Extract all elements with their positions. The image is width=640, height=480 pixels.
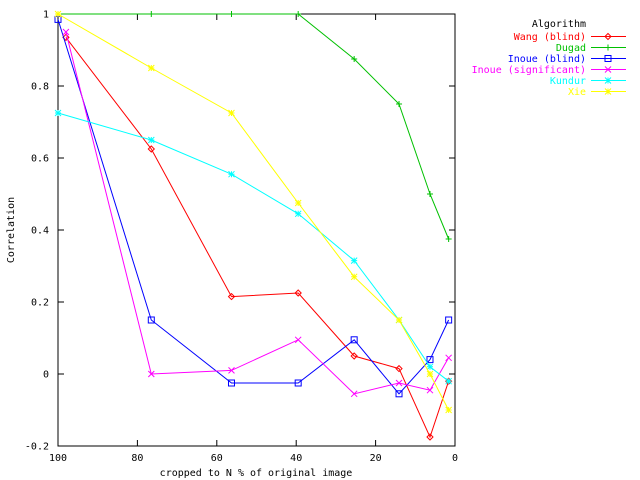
data-point [350, 352, 358, 360]
series-line [57, 112, 449, 382]
data-point [445, 406, 453, 414]
data-point [147, 145, 156, 153]
data-point [227, 292, 236, 301]
series-1 [62, 33, 453, 441]
tick-labels: 100 80 60 40 20 0 -0.2 0 0.2 0.4 0.6 0.8 1 [25, 10, 458, 465]
data-point [426, 363, 434, 371]
legend-marker [604, 88, 612, 95]
series-6 [54, 10, 453, 414]
data-point [395, 379, 403, 387]
data-point [426, 386, 434, 394]
data-point [294, 336, 302, 344]
series-4 [62, 28, 453, 398]
series-line [65, 37, 450, 439]
data-point [426, 433, 434, 441]
legend-label: Kundur [550, 76, 586, 87]
data-point [350, 390, 358, 398]
series-line [58, 13, 450, 240]
data-point [294, 199, 302, 207]
y-tick-label: 0 [43, 370, 49, 381]
y-tick-label: 1 [43, 10, 49, 21]
x-tick-label: 0 [452, 453, 458, 464]
series-2 [55, 11, 452, 242]
axis-ticks [57, 13, 456, 447]
data-point [227, 379, 235, 387]
legend-marker [604, 55, 612, 62]
x-tick-label: 60 [211, 453, 223, 464]
series-3 [54, 15, 453, 398]
data-point [228, 367, 235, 374]
data-point [445, 354, 453, 362]
data-point [147, 370, 155, 378]
y-tick-label: -0.2 [25, 442, 49, 453]
data-point [62, 28, 70, 36]
data-point [395, 316, 403, 324]
legend-marker [604, 66, 612, 73]
data-point [228, 109, 235, 117]
data-point [294, 289, 302, 297]
data-point [62, 33, 70, 42]
data-point [445, 236, 452, 242]
data-point [295, 11, 302, 17]
data-point [147, 136, 155, 144]
series-line [65, 31, 450, 395]
data-point [426, 370, 434, 378]
plot-frame [57, 13, 456, 447]
legend-marker [605, 44, 611, 51]
series-5 [54, 109, 453, 385]
legend-label: Xie [568, 87, 586, 98]
legend-label: Inoue (blind) [508, 54, 586, 65]
data-point [350, 257, 358, 264]
data-point [350, 273, 358, 281]
data-point [395, 364, 403, 373]
data-point [147, 316, 155, 324]
legend-marker [604, 77, 612, 84]
series-layer [54, 10, 453, 441]
data-point [54, 10, 62, 18]
data-point [426, 356, 434, 364]
legend-label: Inoue (significant) [472, 65, 586, 76]
legend-label: Wang (blind) [514, 32, 586, 43]
x-tick-label: 40 [290, 453, 302, 464]
legend-marker [604, 32, 612, 41]
data-point [147, 64, 155, 72]
series-line [57, 13, 450, 411]
y-tick-label: 0.6 [31, 154, 49, 165]
data-point [54, 109, 62, 117]
data-point [445, 316, 453, 324]
x-axis-label: cropped to N % of original image [160, 468, 353, 479]
data-point [395, 390, 403, 398]
legend-label: Dugad [556, 43, 586, 54]
data-point [396, 101, 403, 107]
legend-title: Algorithm [532, 19, 586, 30]
data-point [228, 11, 235, 17]
data-point [445, 377, 453, 385]
data-point [350, 336, 358, 344]
x-tick-label: 80 [131, 453, 143, 464]
data-point [426, 191, 433, 197]
data-point [351, 56, 358, 62]
y-tick-label: 0.4 [31, 226, 49, 237]
series-line [57, 19, 450, 395]
data-point [228, 170, 235, 178]
x-tick-label: 100 [49, 453, 67, 464]
x-tick-label: 20 [370, 453, 382, 464]
data-point [294, 210, 302, 218]
data-point [294, 379, 302, 387]
data-point [148, 11, 155, 17]
y-tick-label: 0.8 [31, 82, 49, 93]
y-tick-label: 0.2 [31, 298, 49, 309]
y-axis-label: Correlation [6, 197, 17, 263]
